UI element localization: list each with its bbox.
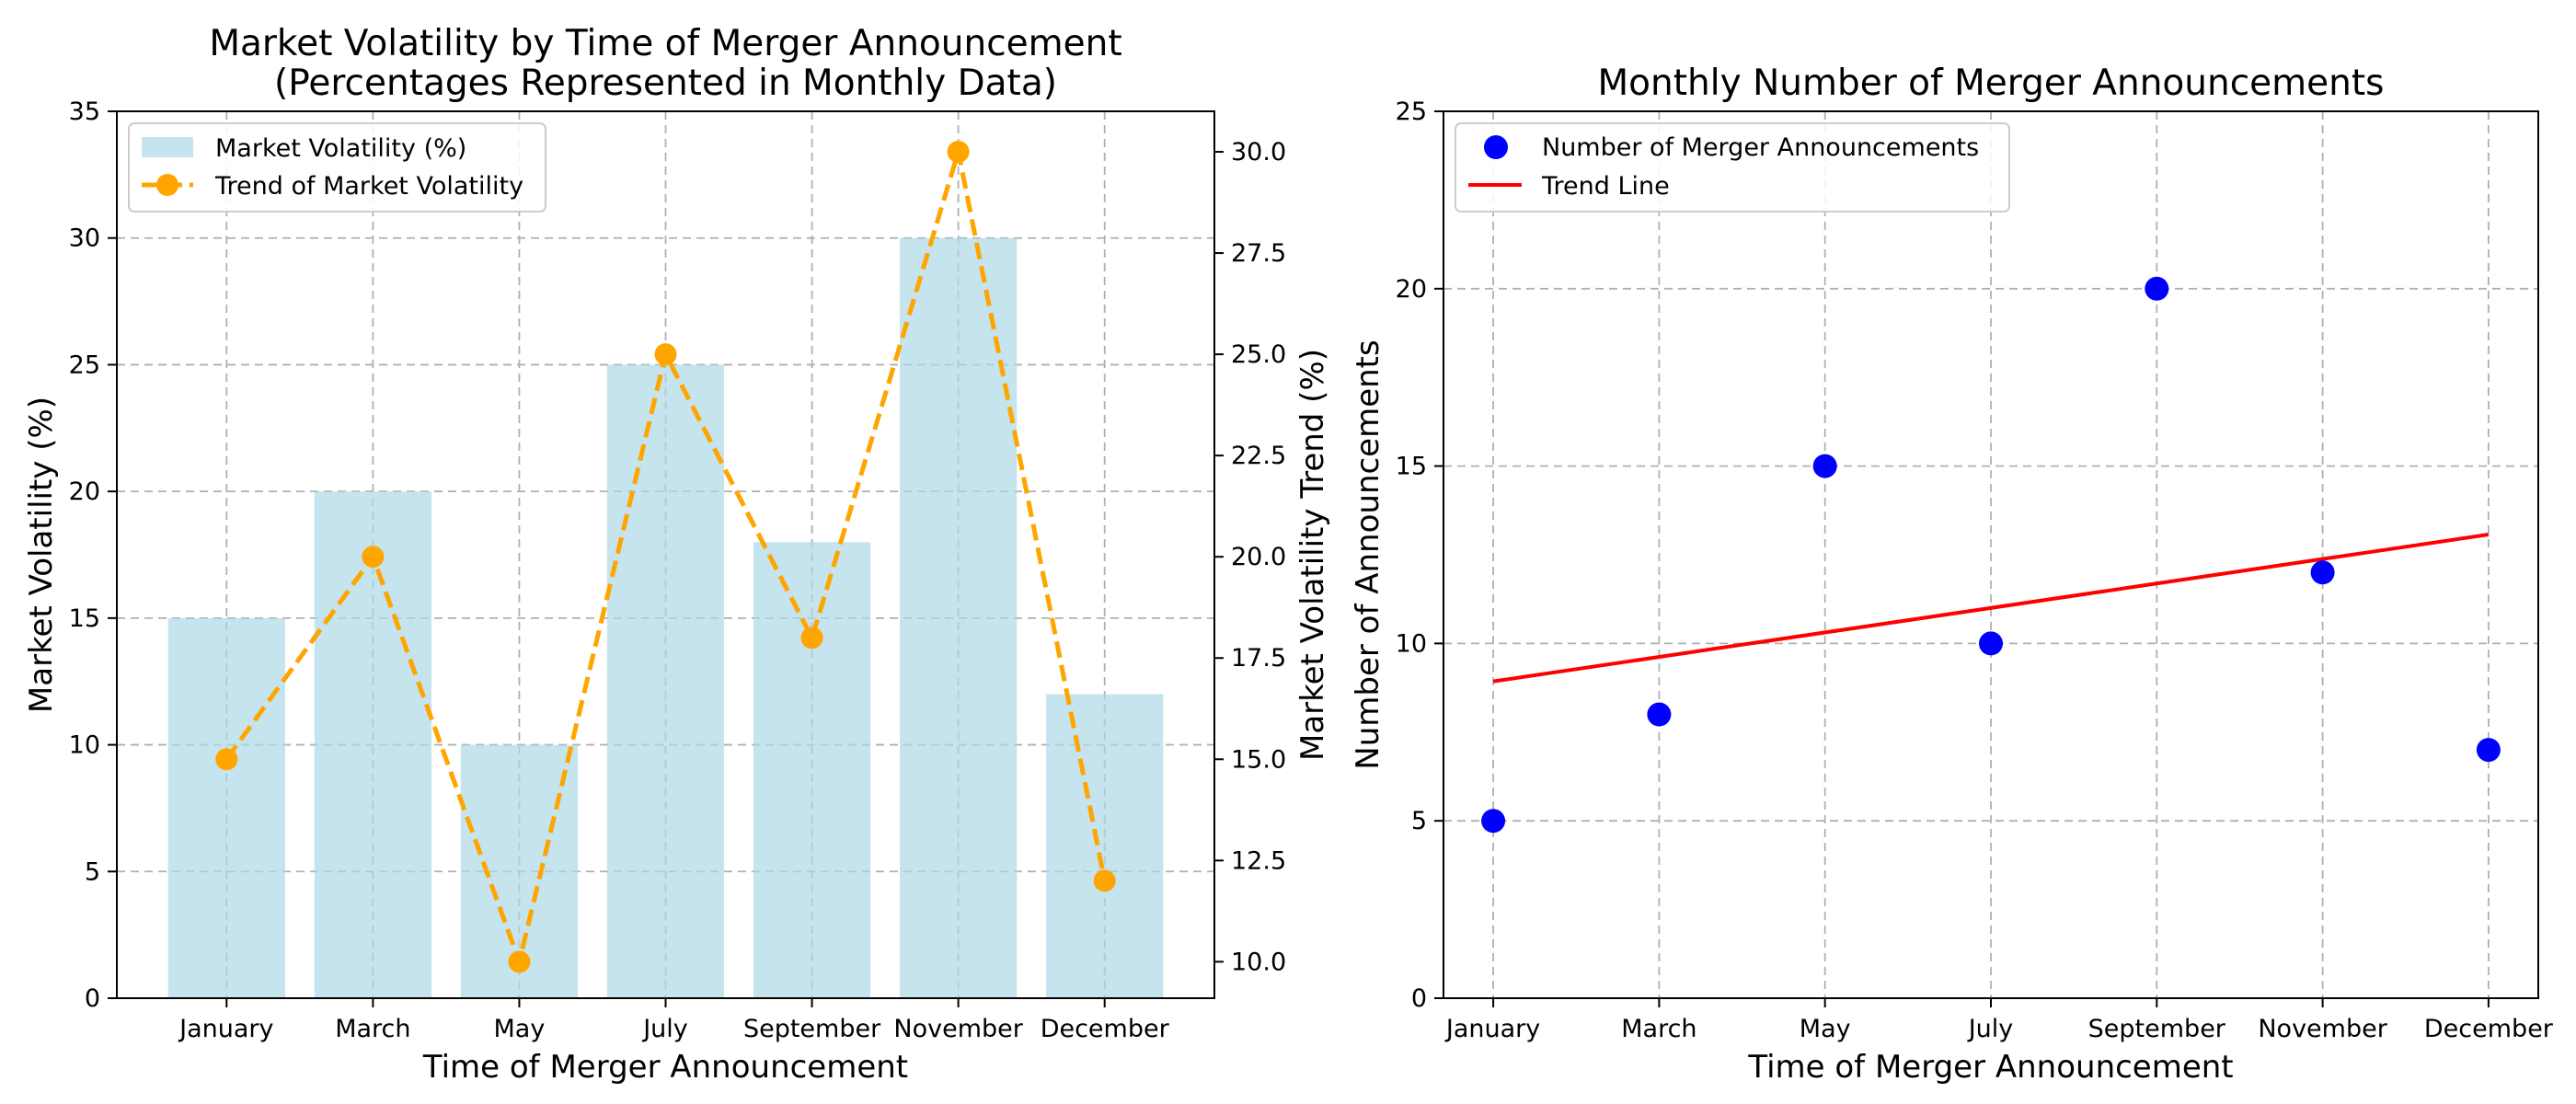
y-right-tick-label: 22.5: [1231, 442, 1286, 470]
y-axis-label: Market Volatility (%): [23, 397, 60, 713]
x-tick-label: July: [641, 1015, 688, 1043]
legend-bar-swatch: [142, 137, 193, 157]
y-tick-label: 0: [85, 984, 100, 1013]
bar-september: [753, 542, 871, 998]
trend-point-march: [362, 546, 385, 569]
x-tick-label: December: [2424, 1015, 2554, 1043]
scatter-point-may: [1812, 454, 1837, 478]
x-tick-label: November: [2258, 1015, 2387, 1043]
x-tick-label: March: [335, 1015, 410, 1043]
scatter-point-march: [1647, 702, 1672, 727]
y-tick-label: 0: [1411, 984, 1427, 1013]
x-tick-label: January: [1444, 1015, 1540, 1043]
y-right-tick-label: 20.0: [1231, 543, 1286, 571]
y-tick-label: 10: [1396, 629, 1427, 658]
scatter-point-september: [2145, 276, 2169, 301]
y-tick-label: 5: [1411, 807, 1427, 835]
x-tick-label: January: [178, 1015, 273, 1043]
y-tick-label: 30: [69, 224, 100, 253]
y-right-tick-label: 25.0: [1231, 340, 1286, 369]
x-tick-label: September: [743, 1015, 881, 1043]
x-tick-label: July: [1967, 1015, 2014, 1043]
x-tick-label: May: [494, 1015, 546, 1043]
y-tick-label: 20: [69, 477, 100, 506]
legend-box: [1455, 122, 2010, 213]
trend-point-july: [654, 343, 677, 366]
x-tick-label: December: [1041, 1015, 1170, 1043]
bar-july: [606, 364, 725, 998]
bar-november: [900, 237, 1018, 998]
y-right-tick-label: 15.0: [1231, 745, 1286, 774]
trend-point-september: [800, 627, 823, 650]
trend-point-january: [215, 748, 238, 771]
legend-label-bars: Market Volatility (%): [215, 134, 466, 163]
legend-marker-swatch: [1484, 135, 1508, 159]
y-tick-label: 20: [1396, 275, 1427, 304]
x-tick-label: May: [1800, 1015, 1851, 1043]
bar-january: [167, 617, 285, 998]
bar-march: [314, 491, 431, 998]
y-tick-label: 25: [69, 351, 100, 379]
y-tick-label: 25: [1396, 98, 1427, 126]
legend-label-points: Number of Merger Announcements: [1542, 133, 1979, 162]
chart-title-line1: Market Volatility by Time of Merger Anno…: [209, 23, 1121, 64]
y-right-tick-label: 30.0: [1231, 138, 1286, 167]
trend-point-december: [1093, 869, 1116, 892]
scatter-point-january: [1481, 809, 1506, 834]
x-axis-label: Time of Merger Announcement: [422, 1049, 908, 1086]
scatter-point-december: [2476, 738, 2501, 763]
y-tick-label: 15: [69, 604, 100, 633]
y-right-tick-label: 10.0: [1231, 948, 1286, 976]
x-tick-label: November: [893, 1015, 1023, 1043]
legend: Market Volatility (%) Trend of Market Vol…: [128, 122, 546, 213]
legend-label-trend: Trend of Market Volatility: [214, 172, 523, 201]
legend-box: [128, 122, 546, 213]
legend-marker-swatch: [156, 174, 178, 196]
x-axis-label: Time of Merger Announcement: [1747, 1049, 2233, 1086]
chart-title-line2: (Percentages Represented in Monthly Data…: [274, 63, 1057, 104]
bar-december: [1046, 694, 1164, 998]
trend-point-may: [508, 950, 531, 973]
y-right-tick-label: 17.5: [1231, 644, 1286, 673]
y-tick-label: 10: [69, 731, 100, 760]
y-tick-label: 15: [1396, 453, 1427, 481]
x-tick-label: March: [1621, 1015, 1696, 1043]
y-right-tick-label: 12.5: [1231, 846, 1286, 875]
trend-point-november: [947, 141, 970, 164]
volatility-chart: 0 5 10 15 20 25 30 35 10.0 12.5 15.0 17.5 20.0 22.5 25…: [23, 23, 1331, 1086]
chart-title: Monthly Number of Merger Announcements: [1598, 63, 2385, 104]
y-right-tick-label: 27.5: [1231, 239, 1286, 268]
trend-line: [1492, 533, 2490, 684]
announcements-chart: 0 5 10 15 20 25 January March May July September No…: [1350, 63, 2554, 1086]
scatter-point-july: [1979, 631, 2003, 656]
legend-label-trend: Trend Line: [1541, 172, 1670, 201]
y-tick-label: 5: [85, 857, 100, 886]
x-tick-label: September: [2088, 1015, 2226, 1043]
y-right-axis-label: Market Volatility Trend (%): [1294, 349, 1331, 761]
scatter-point-november: [2310, 560, 2335, 585]
legend: Number of Merger Announcements Trend Line: [1455, 122, 2010, 213]
y-tick-label: 35: [69, 98, 100, 126]
y-axis-label: Number of Announcements: [1350, 339, 1386, 769]
